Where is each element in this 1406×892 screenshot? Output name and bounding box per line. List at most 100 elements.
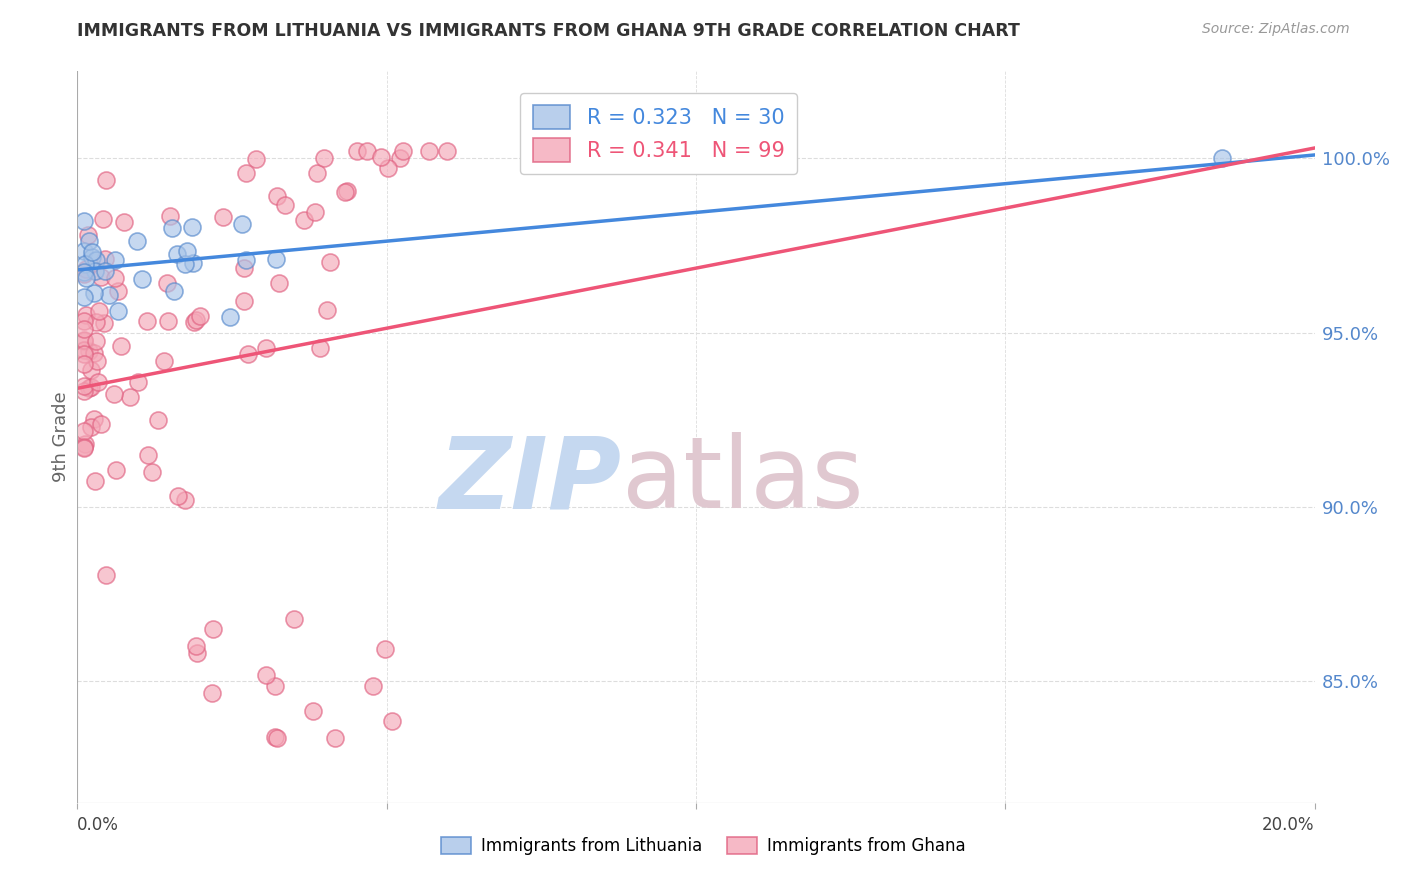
- Point: [107, 285, 129, 299]
- Point: [323, 731, 346, 745]
- Point: [183, 255, 205, 269]
- Point: [131, 271, 153, 285]
- Text: 20.0%: 20.0%: [1263, 816, 1315, 834]
- Point: [83, 474, 105, 488]
- Point: [292, 213, 315, 227]
- Point: [219, 310, 242, 325]
- Point: [184, 313, 207, 327]
- Point: [72, 322, 94, 336]
- Point: [75, 271, 97, 285]
- Point: [77, 343, 100, 358]
- Point: [80, 250, 103, 264]
- Point: [86, 315, 108, 329]
- Point: [181, 220, 204, 235]
- Point: [83, 286, 105, 301]
- Point: [80, 379, 103, 393]
- Point: [120, 390, 142, 404]
- Point: [186, 646, 208, 660]
- Point: [157, 313, 180, 327]
- Point: [153, 353, 176, 368]
- Point: [233, 260, 256, 275]
- Point: [104, 253, 127, 268]
- Point: [93, 316, 115, 330]
- Point: [283, 612, 305, 626]
- Point: [266, 188, 288, 202]
- Point: [436, 145, 458, 159]
- Point: [72, 333, 94, 347]
- Point: [73, 379, 96, 393]
- Text: IMMIGRANTS FROM LITHUANIA VS IMMIGRANTS FROM GHANA 9TH GRADE CORRELATION CHART: IMMIGRANTS FROM LITHUANIA VS IMMIGRANTS …: [77, 22, 1021, 40]
- Point: [72, 343, 94, 358]
- Point: [174, 493, 197, 508]
- Point: [72, 357, 94, 371]
- Point: [370, 150, 392, 164]
- Point: [83, 264, 105, 278]
- Point: [235, 252, 257, 267]
- Point: [346, 145, 368, 159]
- Point: [363, 679, 385, 693]
- Point: [318, 255, 340, 269]
- Point: [274, 198, 297, 212]
- Point: [72, 441, 94, 455]
- Point: [312, 151, 335, 165]
- Point: [335, 184, 357, 198]
- Point: [77, 234, 100, 248]
- Point: [94, 264, 117, 278]
- Point: [127, 375, 149, 389]
- Point: [112, 215, 135, 229]
- Point: [89, 304, 111, 318]
- Point: [389, 152, 412, 166]
- Point: [212, 211, 235, 225]
- Point: [90, 269, 112, 284]
- Point: [188, 309, 211, 323]
- Point: [141, 465, 163, 479]
- Point: [72, 384, 94, 398]
- Point: [176, 244, 198, 258]
- Point: [104, 463, 127, 477]
- Point: [256, 341, 278, 355]
- Point: [125, 234, 148, 248]
- Text: ZIP: ZIP: [439, 433, 621, 530]
- Point: [166, 247, 188, 261]
- Point: [231, 218, 253, 232]
- Point: [381, 714, 404, 729]
- Point: [103, 387, 125, 401]
- Point: [233, 294, 256, 309]
- Point: [267, 277, 290, 291]
- Point: [72, 440, 94, 454]
- Y-axis label: 9th Grade: 9th Grade: [52, 392, 70, 483]
- Point: [83, 345, 105, 359]
- Point: [110, 338, 132, 352]
- Point: [146, 413, 169, 427]
- Point: [73, 437, 96, 451]
- Point: [266, 252, 288, 266]
- Point: [104, 271, 127, 285]
- Point: [1211, 152, 1233, 166]
- Point: [98, 288, 121, 302]
- Point: [86, 252, 108, 267]
- Point: [301, 704, 323, 718]
- Point: [264, 679, 287, 693]
- Point: [83, 411, 105, 425]
- Point: [392, 145, 415, 159]
- Point: [238, 347, 260, 361]
- Point: [72, 244, 94, 259]
- Point: [94, 173, 117, 187]
- Point: [107, 303, 129, 318]
- Point: [94, 252, 117, 266]
- Point: [84, 334, 107, 349]
- Point: [264, 730, 287, 744]
- Point: [72, 334, 94, 348]
- Point: [80, 420, 103, 434]
- Point: [245, 152, 267, 166]
- Point: [72, 290, 94, 304]
- Point: [305, 166, 328, 180]
- Point: [377, 161, 399, 175]
- Point: [316, 303, 339, 318]
- Point: [418, 145, 440, 159]
- Point: [304, 204, 326, 219]
- Point: [79, 363, 101, 377]
- Point: [308, 341, 330, 355]
- Point: [75, 308, 97, 322]
- Point: [356, 145, 378, 159]
